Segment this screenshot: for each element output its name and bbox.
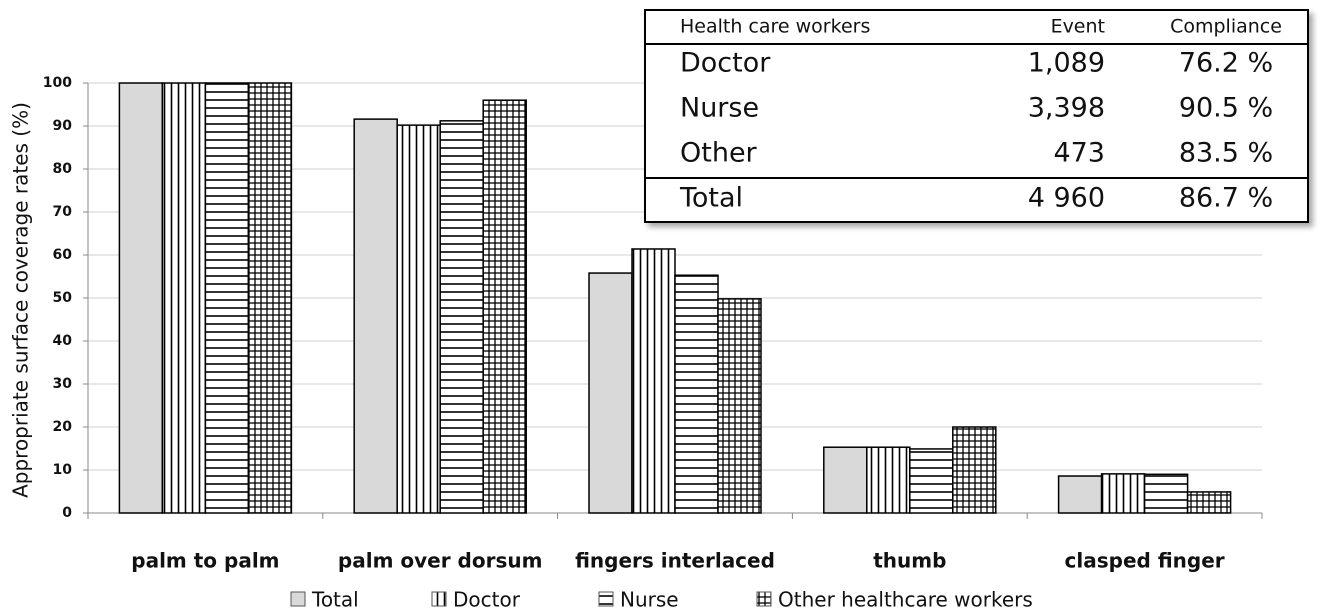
y-tick-label: 10 bbox=[53, 462, 73, 478]
bar bbox=[1100, 473, 1146, 514]
legend-label: Nurse bbox=[620, 588, 679, 612]
y-tick-label: 0 bbox=[62, 505, 72, 521]
bar bbox=[161, 82, 207, 514]
plot-area: 0 10 20 30 40 50 60 70 80 90 100 palm to palm palm o… bbox=[43, 75, 1263, 612]
legend-swatch bbox=[756, 591, 772, 607]
table-total: 86.7 % bbox=[1179, 183, 1273, 214]
y-tick-label: 100 bbox=[43, 75, 72, 91]
bar bbox=[247, 82, 293, 514]
x-tick-label: thumb bbox=[873, 549, 946, 573]
table-cell: 90.5 % bbox=[1179, 93, 1273, 124]
bar bbox=[588, 272, 633, 514]
bar bbox=[631, 248, 676, 514]
bar bbox=[909, 448, 954, 514]
table-header: Compliance bbox=[1170, 16, 1282, 38]
y-tick-label: 40 bbox=[53, 333, 73, 349]
table-cell: 1,089 bbox=[1028, 48, 1105, 79]
table-cell: Other bbox=[680, 138, 758, 169]
bar bbox=[717, 298, 762, 514]
legend-label: Other healthcare workers bbox=[778, 588, 1033, 612]
bar bbox=[204, 82, 250, 514]
bar bbox=[1057, 475, 1103, 514]
table-cell: 83.5 % bbox=[1179, 138, 1273, 169]
table-cell: Nurse bbox=[680, 93, 759, 124]
bar bbox=[118, 82, 164, 514]
bar bbox=[823, 446, 868, 514]
bar bbox=[866, 446, 911, 514]
x-tick-label: palm over dorsum bbox=[338, 549, 543, 573]
bar bbox=[674, 274, 719, 514]
x-tick-label: clasped finger bbox=[1065, 549, 1225, 573]
table-cell: 76.2 % bbox=[1179, 48, 1273, 79]
legend-label: Doctor bbox=[453, 588, 521, 612]
bar bbox=[1186, 491, 1232, 514]
table-cell: 3,398 bbox=[1028, 93, 1105, 124]
table-box bbox=[644, 9, 1309, 223]
legend-swatch bbox=[431, 591, 447, 607]
bar bbox=[439, 120, 484, 514]
table-cell: Doctor bbox=[680, 48, 771, 79]
y-tick-label: 60 bbox=[53, 247, 73, 263]
y-tick-label: 80 bbox=[53, 161, 73, 177]
legend-label: Total bbox=[311, 588, 359, 612]
table-total: 4 960 bbox=[1028, 183, 1105, 214]
table-header: Health care workers bbox=[680, 16, 870, 38]
legend-swatch bbox=[290, 591, 306, 607]
y-tick-label: 20 bbox=[53, 419, 73, 435]
inset-table: Health care workers Event Compliance Doctor… bbox=[644, 9, 1309, 223]
table-cell: 473 bbox=[1053, 138, 1105, 169]
y-tick-label: 50 bbox=[53, 290, 73, 306]
y-tick-label: 30 bbox=[53, 376, 73, 392]
bar bbox=[396, 124, 441, 514]
y-tick-label: 70 bbox=[53, 204, 73, 220]
legend-swatch bbox=[598, 591, 614, 607]
y-tick-label: 90 bbox=[53, 118, 73, 134]
table-header: Event bbox=[1051, 16, 1105, 38]
bar bbox=[1143, 473, 1189, 514]
bar bbox=[952, 426, 997, 514]
x-tick-label: palm to palm bbox=[131, 549, 279, 573]
y-axis-label: Appropriate surface coverage rates (%) bbox=[9, 102, 33, 498]
table-total: Total bbox=[679, 183, 743, 214]
x-tick-label: fingers interlaced bbox=[575, 549, 775, 573]
bar bbox=[353, 118, 398, 514]
bar bbox=[482, 99, 527, 514]
